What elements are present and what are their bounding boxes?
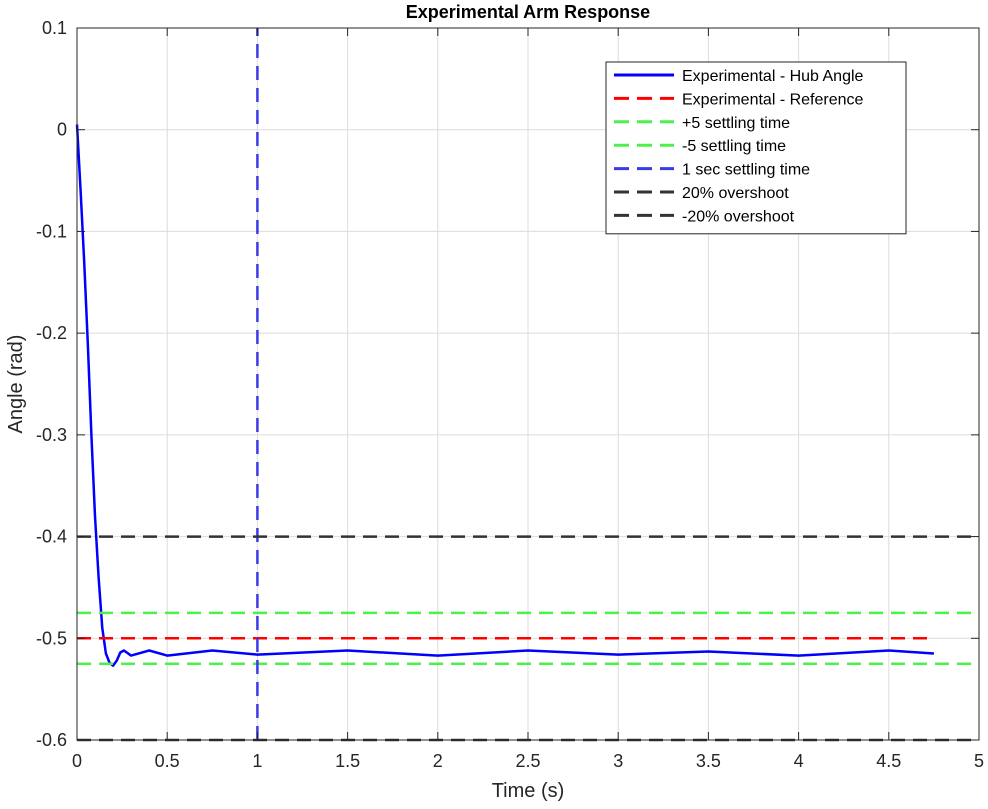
- y-tick-label: -0.1: [36, 221, 67, 241]
- y-tick-label: -0.4: [36, 527, 67, 547]
- legend-label: +5 settling time: [682, 115, 790, 132]
- y-tick-label: -0.3: [36, 425, 67, 445]
- legend-label: Experimental - Reference: [682, 91, 864, 108]
- x-tick-label: 4.5: [876, 751, 901, 771]
- x-tick-label: 3.5: [696, 751, 721, 771]
- chart-title: Experimental Arm Response: [406, 2, 650, 22]
- y-tick-label: 0.1: [42, 18, 67, 38]
- y-tick-label: -0.2: [36, 323, 67, 343]
- x-tick-label: 5: [974, 751, 984, 771]
- x-axis-label: Time (s): [492, 780, 565, 802]
- x-tick-label: 2: [433, 751, 443, 771]
- legend-label: -5 settling time: [682, 138, 786, 155]
- y-tick-label: -0.5: [36, 628, 67, 648]
- x-tick-label: 4: [794, 751, 804, 771]
- y-axis-label: Angle (rad): [5, 335, 27, 434]
- legend: Experimental - Hub Angle Experimental - R…: [605, 61, 907, 235]
- x-tick-label: 0: [72, 751, 82, 771]
- legend-label: 20% overshoot: [682, 185, 789, 202]
- y-tick-label: -0.6: [36, 730, 67, 750]
- legend-label: Experimental - Hub Angle: [682, 68, 864, 85]
- x-tick-label: 1: [252, 751, 262, 771]
- x-tick-label: 0.5: [155, 751, 180, 771]
- axis-ticks: 0 0.5 1 1.5 2 2.5 3 3.5 4 4.5 5 -0.6 -0.5 -0.4 -0.3 -0.…: [36, 18, 984, 771]
- legend-box: [605, 61, 907, 235]
- x-tick-label: 2.5: [515, 751, 540, 771]
- x-tick-label: 1.5: [335, 751, 360, 771]
- legend-label: -20% overshoot: [682, 208, 795, 225]
- series-line-1: [75, 124, 934, 667]
- x-tick-label: 3: [613, 751, 623, 771]
- legend-label: 1 sec settling time: [682, 162, 810, 179]
- y-tick-label: 0: [57, 120, 67, 140]
